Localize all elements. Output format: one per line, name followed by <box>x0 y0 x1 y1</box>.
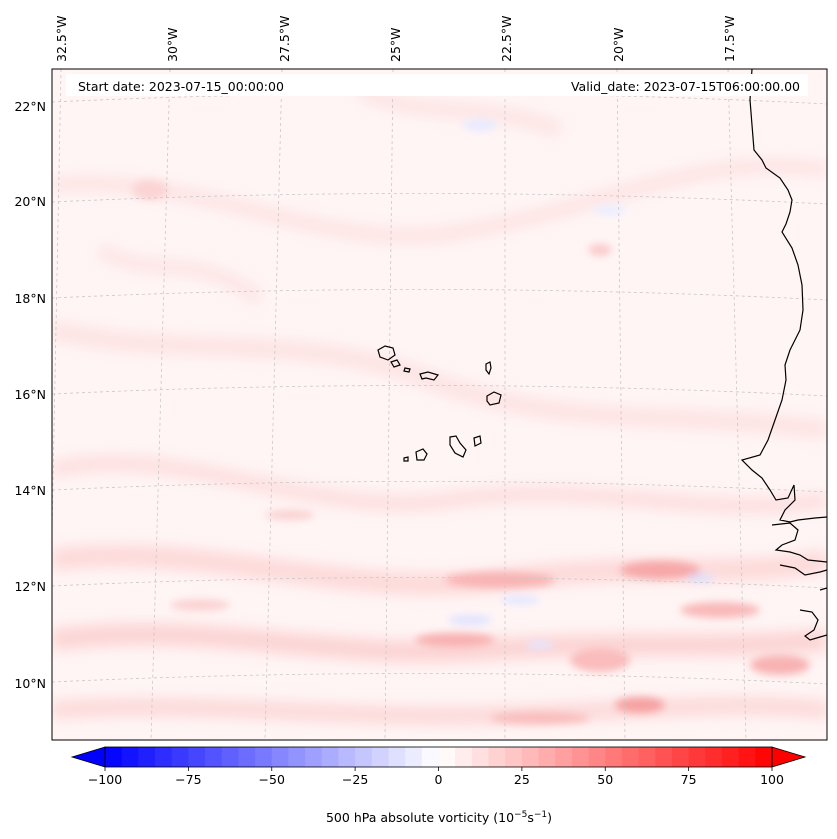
island-brava <box>403 456 409 462</box>
lon-label-27-5w: 27.5°W <box>277 16 292 62</box>
lon-label-17-5w: 17.5°W <box>722 16 737 62</box>
colorbar-segment <box>371 747 390 767</box>
colorbar-segment <box>555 747 573 767</box>
colorbar-segment <box>205 747 223 767</box>
colorbar-segment <box>488 747 506 767</box>
colorbar-segment <box>605 747 623 767</box>
colorbar-segment <box>721 747 740 767</box>
colorbar-tick-label: 50 <box>597 772 613 787</box>
island-santo-antao <box>377 345 396 361</box>
island-santa-luzia <box>403 367 411 373</box>
colorbar-segment <box>521 747 540 767</box>
colorbar-extend-max <box>771 746 807 768</box>
lat-label-12n: 12°N <box>14 579 46 594</box>
island-sao-nicolau <box>419 371 440 381</box>
colorbar-segment <box>138 747 156 767</box>
vorticity-field <box>52 69 827 740</box>
colorbar-ticks: −100 −75 −50 −25 0 25 50 75 100 <box>88 767 784 787</box>
colorbar-tick-label: 25 <box>514 772 530 787</box>
colorbar-segment <box>288 747 306 767</box>
gridlines <box>52 69 827 740</box>
colorbar-tick-label: −75 <box>175 772 201 787</box>
africa-coastline <box>740 69 827 523</box>
coastlines <box>377 69 827 641</box>
island-fogo <box>415 448 428 461</box>
colorbar-segment <box>455 747 473 767</box>
map-frame <box>51 68 828 741</box>
valid-date-label: Valid_date: 2023-07-15T06:00:00.00 <box>571 79 800 94</box>
colorbar-segment <box>705 747 723 767</box>
colorbar-segment <box>271 747 290 767</box>
colorbar-segment <box>438 747 456 767</box>
colorbar-segment <box>671 747 690 767</box>
colorbar-segment <box>255 747 273 767</box>
colorbar-tick-label: 75 <box>681 772 697 787</box>
header-box <box>66 74 808 96</box>
lat-label-22n: 22°N <box>14 99 46 114</box>
colorbar-tick-label: 0 <box>435 772 443 787</box>
colorbar-segment <box>755 747 773 767</box>
colorbar-segment <box>655 747 673 767</box>
colorbar-segment <box>355 747 373 767</box>
colorbar-segments <box>105 747 773 767</box>
colorbar-tick-label: −100 <box>88 772 122 787</box>
colorbar-segment <box>171 747 189 767</box>
colorbar-segment <box>305 747 323 767</box>
colorbar-tick-label: −25 <box>342 772 368 787</box>
lon-label-32-5w: 32.5°W <box>54 16 69 62</box>
lon-label-22-5w: 22.5°W <box>499 16 514 62</box>
latitude-labels: 22°N 20°N 18°N 16°N 14°N 12°N 10°N <box>14 99 46 691</box>
colorbar-segment <box>421 747 440 767</box>
colorbar-segment <box>221 747 240 767</box>
colorbar: −100 −75 −50 −25 0 25 50 75 100 500 hPa absolute… <box>70 746 807 825</box>
colorbar-segment <box>121 747 139 767</box>
colorbar-segment <box>688 747 706 767</box>
colorbar-segment <box>638 747 656 767</box>
start-date-label: Start date: 2023-07-15_00:00:00 <box>78 79 284 94</box>
longitude-labels: 32.5°W 30°W 27.5°W 25°W 22.5°W 20°W 17.5… <box>54 16 737 62</box>
island-sao-vicente <box>390 359 401 368</box>
lat-label-18n: 18°N <box>14 291 46 306</box>
lon-label-30w: 30°W <box>165 27 180 62</box>
island-boa-vista <box>486 391 502 406</box>
colorbar-segment <box>621 747 640 767</box>
colorbar-tick-label: −50 <box>259 772 285 787</box>
colorbar-segment <box>588 747 606 767</box>
colorbar-segment <box>105 747 123 767</box>
colorbar-segment <box>188 747 206 767</box>
colorbar-segment <box>738 747 756 767</box>
island-santiago <box>449 435 467 458</box>
colorbar-segment <box>505 747 523 767</box>
colorbar-tick-label: 100 <box>760 772 784 787</box>
colorbar-segment <box>471 747 490 767</box>
colorbar-segment <box>321 747 340 767</box>
lon-label-25w: 25°W <box>388 27 403 62</box>
lon-label-20w: 20°W <box>611 27 626 62</box>
lat-label-14n: 14°N <box>14 483 46 498</box>
colorbar-segment <box>155 747 173 767</box>
colorbar-segment <box>238 747 256 767</box>
colorbar-segment <box>405 747 423 767</box>
colorbar-extend-min <box>70 746 106 768</box>
island-sal <box>485 361 492 376</box>
lat-label-20n: 20°N <box>14 194 46 209</box>
lat-label-16n: 16°N <box>14 387 46 402</box>
colorbar-segment <box>571 747 590 767</box>
colorbar-title: 500 hPa absolute vorticity (10−5s−1) <box>326 810 552 825</box>
colorbar-segment <box>388 747 406 767</box>
colorbar-segment <box>538 747 556 767</box>
lat-label-10n: 10°N <box>14 676 46 691</box>
island-maio <box>473 435 482 447</box>
colorbar-segment <box>338 747 356 767</box>
